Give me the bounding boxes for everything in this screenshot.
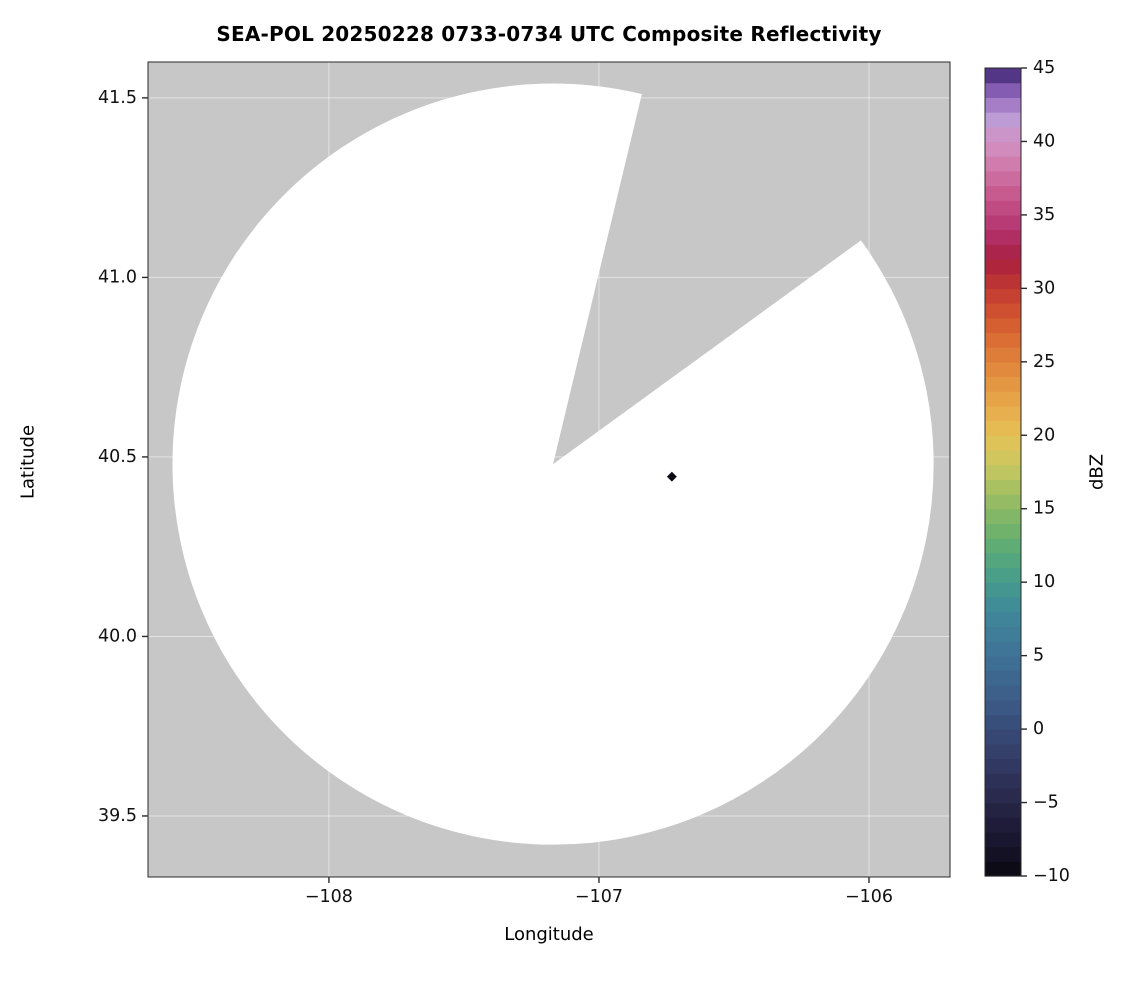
x-tick-label: −107: [575, 887, 623, 907]
colorbar-band: [985, 567, 1021, 583]
axes-frame: [147, 61, 951, 878]
colorbar-band: [985, 420, 1021, 436]
colorbar-band: [985, 685, 1021, 701]
echo-point: [666, 471, 677, 482]
colorbar-band: [985, 655, 1021, 671]
colorbar-label: dBZ: [1086, 453, 1108, 491]
y-tick-label: 41.0: [98, 267, 137, 287]
colorbar-band: [985, 787, 1021, 804]
colorbar-band: [985, 479, 1021, 495]
colorbar-band: [985, 596, 1021, 613]
colorbar-band: [985, 552, 1021, 569]
colorbar-tick-label: 25: [1033, 352, 1055, 372]
colorbar-band: [985, 258, 1021, 275]
colorbar-band: [985, 156, 1021, 172]
colorbar-band: [985, 332, 1021, 348]
colorbar-band: [985, 229, 1021, 245]
colorbar-tick-label: 15: [1033, 499, 1055, 519]
colorbar-tick-label: −5: [1033, 793, 1059, 813]
plot-area: [148, 62, 950, 877]
y-tick-label: 40.5: [98, 447, 137, 467]
colorbar-band: [985, 523, 1021, 539]
colorbar-band: [985, 670, 1021, 686]
colorbar-band: [985, 640, 1021, 657]
colorbar-band: [985, 817, 1021, 833]
colorbar-band: [985, 494, 1021, 510]
colorbar-band: [985, 405, 1021, 422]
colorbar-band: [985, 112, 1021, 128]
colorbar-band: [985, 611, 1021, 627]
y-tick-label: 41.5: [98, 88, 137, 108]
colorbar-tick-label: 5: [1033, 646, 1044, 666]
colorbar-band: [985, 68, 1021, 84]
colorbar-band: [985, 347, 1021, 363]
colorbar-band: [985, 97, 1021, 113]
colorbar-tick-label: 10: [1033, 572, 1055, 592]
y-axis-label: Latitude: [17, 424, 39, 500]
colorbar-band: [985, 214, 1021, 231]
blocked-sector-wedge: [553, 62, 950, 465]
colorbar-band: [985, 538, 1021, 554]
y-tick-label: 39.5: [98, 806, 137, 826]
colorbar-band: [985, 743, 1021, 760]
colorbar-band: [985, 508, 1021, 525]
colorbar-band: [985, 273, 1021, 289]
colorbar-band: [985, 82, 1021, 98]
colorbar-tick-label: 0: [1033, 719, 1044, 739]
colorbar-band: [985, 141, 1021, 157]
colorbar-band: [985, 582, 1021, 598]
chart-title: SEA-POL 20250228 0733-0734 UTC Composite…: [216, 22, 882, 46]
colorbar-band: [985, 317, 1021, 334]
colorbar-band: [985, 714, 1021, 730]
colorbar-band: [985, 699, 1021, 715]
colorbar-band: [985, 831, 1021, 848]
colorbar-band: [985, 626, 1021, 642]
colorbar-outline: [984, 67, 1022, 877]
colorbar-band: [985, 391, 1021, 407]
colorbar-tick-label: 35: [1033, 205, 1055, 225]
colorbar-band: [985, 802, 1021, 818]
colorbar-tick-label: −10: [1033, 866, 1070, 886]
colorbar-band: [985, 773, 1021, 789]
colorbar-tick-label: 30: [1033, 278, 1055, 298]
colorbar-band: [985, 464, 1021, 480]
colorbar-band: [985, 244, 1021, 260]
colorbar-band: [985, 846, 1021, 862]
colorbar-band: [985, 288, 1021, 304]
colorbar-band: [985, 861, 1021, 877]
colorbar-tick-label: 45: [1033, 58, 1055, 78]
colorbar-band: [985, 170, 1021, 187]
colorbar-band: [985, 303, 1021, 319]
colorbar-band: [985, 376, 1021, 392]
colorbar-tick-label: 40: [1033, 131, 1055, 151]
colorbar-band: [985, 729, 1021, 745]
x-tick-label: −108: [305, 887, 353, 907]
colorbar-tick-label: 20: [1033, 425, 1055, 445]
colorbar-band: [985, 361, 1021, 378]
colorbar-band: [985, 126, 1021, 143]
colorbar-band: [985, 200, 1021, 216]
x-tick-label: −106: [845, 887, 893, 907]
y-tick-label: 40.0: [98, 626, 137, 646]
colorbar-band: [985, 758, 1021, 774]
x-axis-label: Longitude: [504, 924, 594, 945]
colorbar-band: [985, 185, 1021, 201]
colorbar-band: [985, 449, 1021, 466]
colorbar-band: [985, 435, 1021, 451]
